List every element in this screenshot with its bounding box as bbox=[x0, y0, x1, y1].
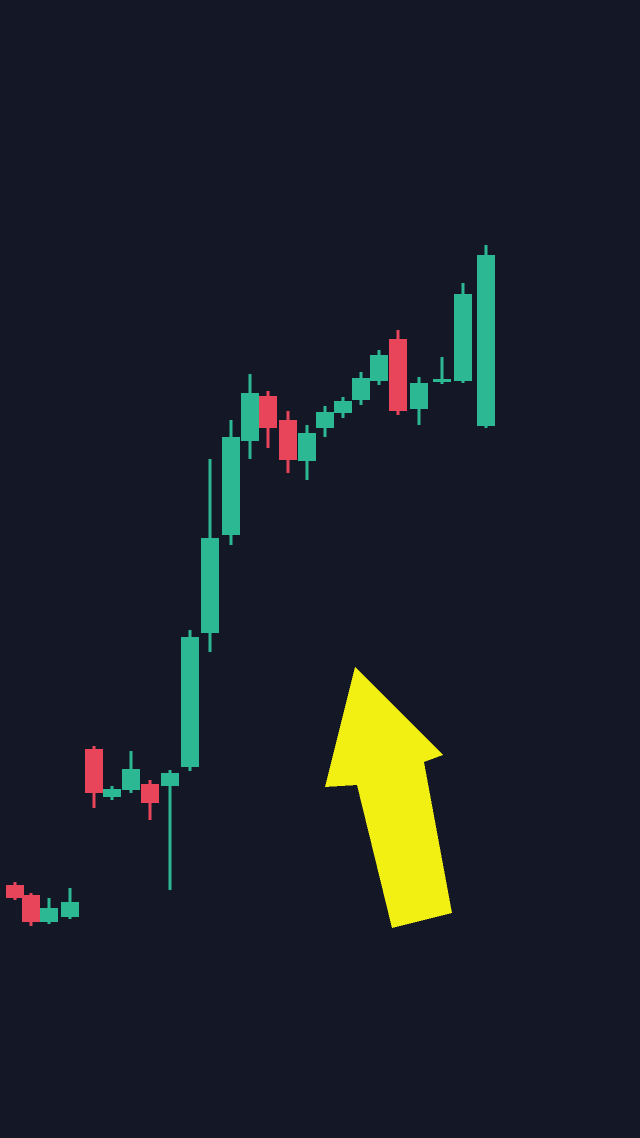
candle-body bbox=[241, 393, 259, 441]
candlestick-series bbox=[6, 245, 495, 926]
candle-body bbox=[370, 355, 388, 381]
up-arrow-icon bbox=[325, 667, 452, 928]
candle-body bbox=[222, 437, 240, 535]
candle-body bbox=[122, 769, 140, 790]
candle-body bbox=[334, 401, 352, 413]
candle-body bbox=[298, 433, 316, 461]
candle-body bbox=[259, 396, 277, 428]
candle-body bbox=[103, 789, 121, 797]
candle-body bbox=[40, 908, 58, 922]
candle-body bbox=[181, 637, 199, 767]
candle-body bbox=[410, 383, 428, 409]
candle-body bbox=[454, 294, 472, 381]
candle-body bbox=[279, 420, 297, 460]
candle-body bbox=[316, 412, 334, 428]
candle-body bbox=[85, 749, 103, 793]
candle-body bbox=[389, 339, 407, 411]
candle-body bbox=[477, 255, 495, 426]
candle-body bbox=[6, 885, 24, 898]
candle-body bbox=[352, 378, 370, 400]
candle-body bbox=[61, 902, 79, 917]
candle-wick bbox=[440, 357, 444, 384]
candle-body bbox=[22, 895, 40, 922]
candle-body bbox=[161, 773, 179, 786]
candle-body bbox=[141, 784, 159, 803]
candle-body bbox=[433, 379, 451, 382]
candle-wick bbox=[168, 770, 172, 890]
candle-body bbox=[201, 538, 219, 633]
